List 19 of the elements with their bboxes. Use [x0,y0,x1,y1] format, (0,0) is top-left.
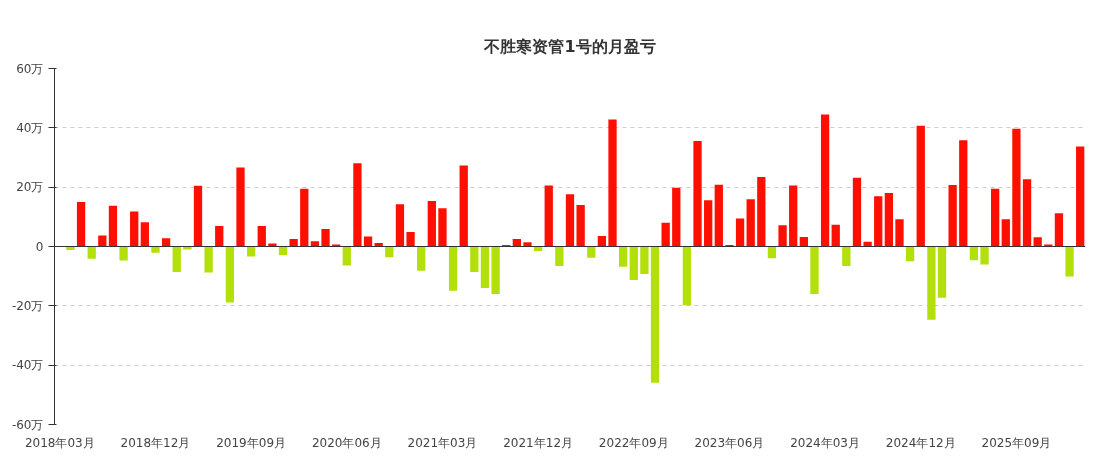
x-tick-label: 2022年09月 [598,435,669,450]
x-tick-label: 2019年09月 [216,435,287,450]
y-tick-label: -60万 [11,417,44,432]
x-tick-label: 2025年09月 [981,435,1052,450]
y-tick-label: 60万 [16,61,44,76]
x-tick-label: 2020年06月 [311,435,382,450]
x-tick-label: 2018年12月 [120,435,191,450]
x-tick-label: 2024年12月 [885,435,956,450]
y-tick-label: 40万 [16,120,44,135]
y-tick-label: 20万 [16,180,44,195]
y-tick-label: 0 [35,239,44,254]
x-tick-label: 2021年12月 [503,435,574,450]
y-tick-label: -40万 [11,358,44,373]
chart-title: 不胜寒资管1号的月盈亏 [483,36,656,56]
x-tick-label: 2021年03月 [407,435,478,450]
x-tick-label: 2024年03月 [790,435,860,450]
x-tick-label: 2018年03月 [24,435,95,450]
y-tick-label: -20万 [11,298,44,313]
x-tick-label: 2023年06月 [694,435,765,450]
